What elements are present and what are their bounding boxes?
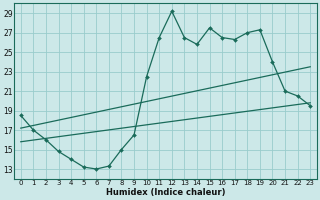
X-axis label: Humidex (Indice chaleur): Humidex (Indice chaleur) bbox=[106, 188, 225, 197]
